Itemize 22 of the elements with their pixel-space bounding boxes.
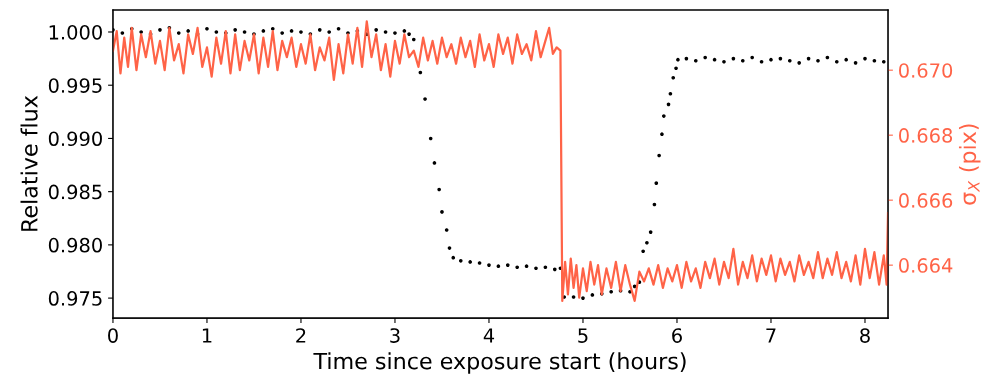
y-tick-label: 0.975 (48, 291, 102, 306)
x-tick-label: 8 (860, 328, 870, 343)
y-tick-label: 0.985 (48, 184, 102, 200)
x-tick-label: 5 (578, 328, 588, 343)
y2-tick-label: 0.664 (899, 258, 953, 273)
y-axis-title: Relative flux (20, 95, 38, 231)
x-tick-label: 1 (202, 328, 212, 343)
x-tick-label: 6 (672, 328, 682, 343)
y2-tick-label: 0.670 (899, 63, 953, 78)
y-tick-label: 0.995 (48, 78, 102, 93)
x-tick-label: 2 (296, 328, 306, 343)
y-tick-label: 0.980 (48, 237, 102, 253)
x-tick-label: 0 (108, 328, 118, 343)
x-tick-label: 3 (390, 328, 400, 343)
y2-axis-title: σ$_{X}$ (pix) (958, 124, 981, 205)
y-tick-label: 1.000 (49, 24, 102, 40)
x-axis-title: Time since exposure start (hours) (313, 352, 686, 374)
y2-tick-label: 0.668 (899, 128, 953, 143)
x-tick-label: 7 (766, 328, 776, 343)
x-tick-label: 4 (483, 328, 495, 343)
y2-tick-label: 0.666 (899, 193, 953, 208)
y-tick-label: 0.990 (48, 131, 102, 147)
